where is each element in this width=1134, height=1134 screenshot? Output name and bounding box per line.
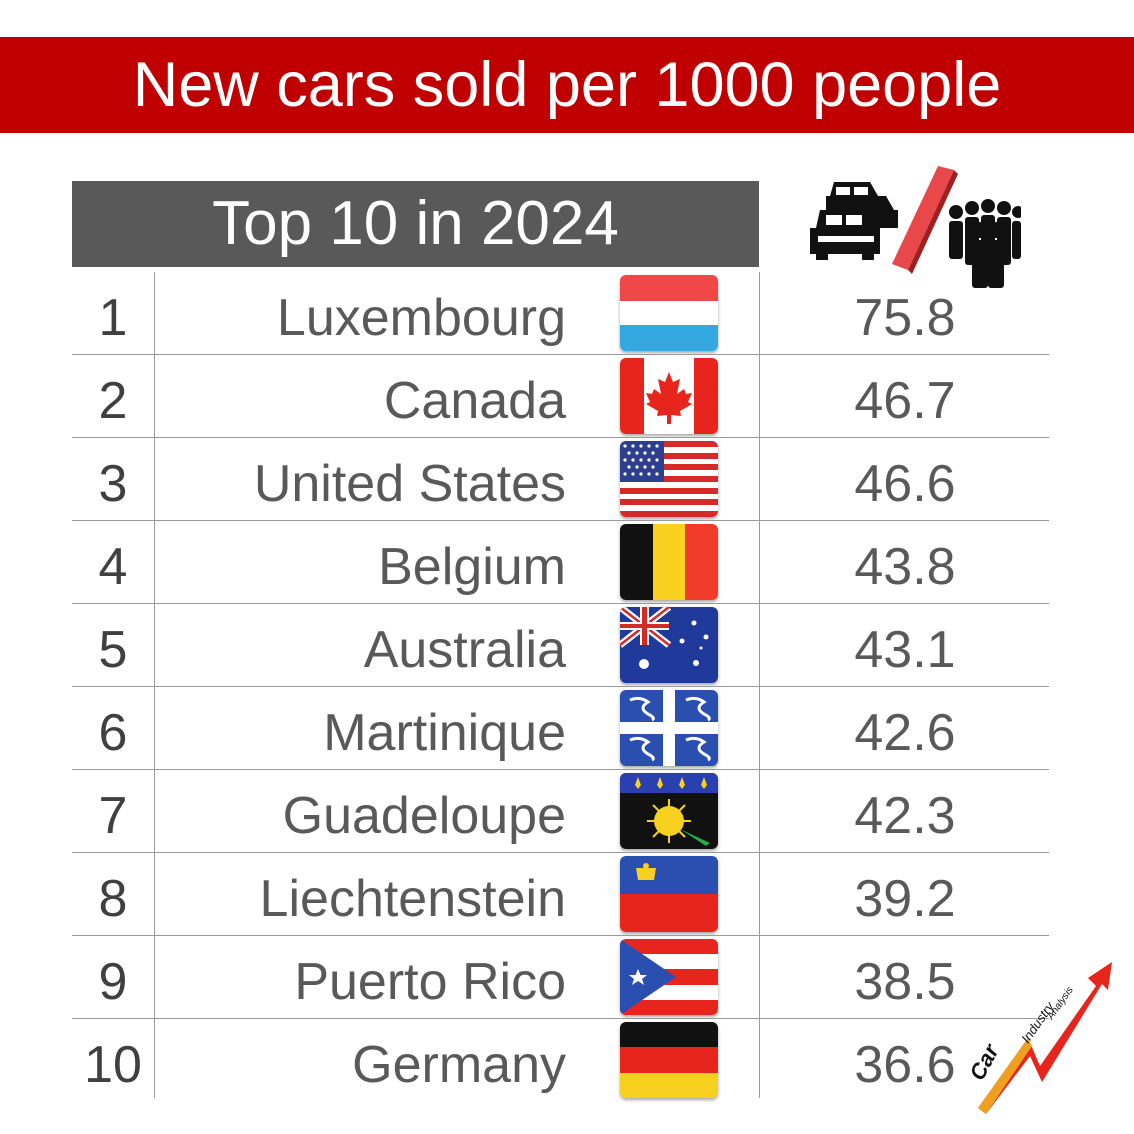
rank-cell: 4 [98,538,128,596]
row-divider [72,852,1049,853]
puerto-rico-flag-icon [620,939,718,1015]
table-row: 2 Canada 46.7 [72,355,1049,437]
column-divider-value [759,272,760,1098]
belgium-flag-icon [620,524,718,600]
column-divider-rank [154,272,155,1098]
cars-per-people-icon [810,166,1021,288]
table-row: 1 Luxembourg 75.8 [72,272,1049,354]
country-cell: Australia [363,621,566,679]
country-cell: Martinique [323,704,566,762]
table-row: 3 United States 46.6 [72,438,1049,520]
rank-cell: 1 [98,289,128,347]
country-cell: United States [253,455,566,513]
country-cell: Belgium [378,538,566,596]
subheader-bar: Top 10 in 2024 [72,181,759,267]
row-divider [72,603,1049,604]
title-banner: New cars sold per 1000 people [0,37,1134,133]
value-cell: 42.3 [854,787,956,845]
logo-word-car: Car [968,1039,1004,1084]
value-cell: 39.2 [854,870,956,928]
row-divider [72,354,1049,355]
luxembourg-flag-icon [620,275,718,351]
rank-cell: 6 [98,704,128,762]
chart-subtitle: Top 10 in 2024 [212,189,619,258]
car-industry-analysis-logo: Car Industry Analysis [968,962,1112,1114]
country-cell: Luxembourg [276,289,566,347]
value-cell: 43.1 [854,621,956,679]
liechtenstein-flag-icon [620,856,718,932]
table-row: 10 Germany 36.6 [72,1019,1049,1101]
value-cell: 43.8 [854,538,956,596]
table-row: 9 Puerto Rico 38.5 [72,936,1049,1018]
canada-flag-icon [620,358,718,434]
rank-cell: 3 [98,455,128,513]
row-divider [72,520,1049,521]
rank-cell: 7 [98,787,128,845]
rank-cell: 8 [98,870,128,928]
value-cell: 42.6 [854,704,956,762]
value-cell: 75.8 [854,289,956,347]
country-cell: Canada [383,372,566,430]
row-divider [72,935,1049,936]
table-row: 7 Guadeloupe 42.3 [72,770,1049,852]
table-row: 6 Martinique 42.6 [72,687,1049,769]
rank-cell: 9 [98,953,128,1011]
value-cell: 38.5 [854,953,956,1011]
country-cell: Germany [352,1036,566,1094]
rank-cell: 10 [84,1036,142,1094]
germany-flag-icon [620,1022,718,1098]
country-cell: Guadeloupe [282,787,566,845]
table-row: 5 Australia 43.1 [72,604,1049,686]
value-cell: 46.6 [854,455,956,513]
table-row: 8 Liechtenstein 39.2 [72,853,1049,935]
table-row: 4 Belgium 43.8 [72,521,1049,603]
country-cell: Liechtenstein [259,870,566,928]
row-divider [72,769,1049,770]
row-divider [72,686,1049,687]
martinique-flag-icon [620,690,718,766]
value-cell: 46.7 [854,372,956,430]
rank-cell: 5 [98,621,128,679]
rank-cell: 2 [98,372,128,430]
row-divider [72,1018,1049,1019]
australia-flag-icon [620,607,718,683]
value-cell: 36.6 [854,1036,956,1094]
row-divider [72,437,1049,438]
country-cell: Puerto Rico [294,953,566,1011]
usa-flag-icon [620,441,718,517]
guadeloupe-flag-icon [620,773,718,849]
chart-title: New cars sold per 1000 people [132,50,1002,120]
